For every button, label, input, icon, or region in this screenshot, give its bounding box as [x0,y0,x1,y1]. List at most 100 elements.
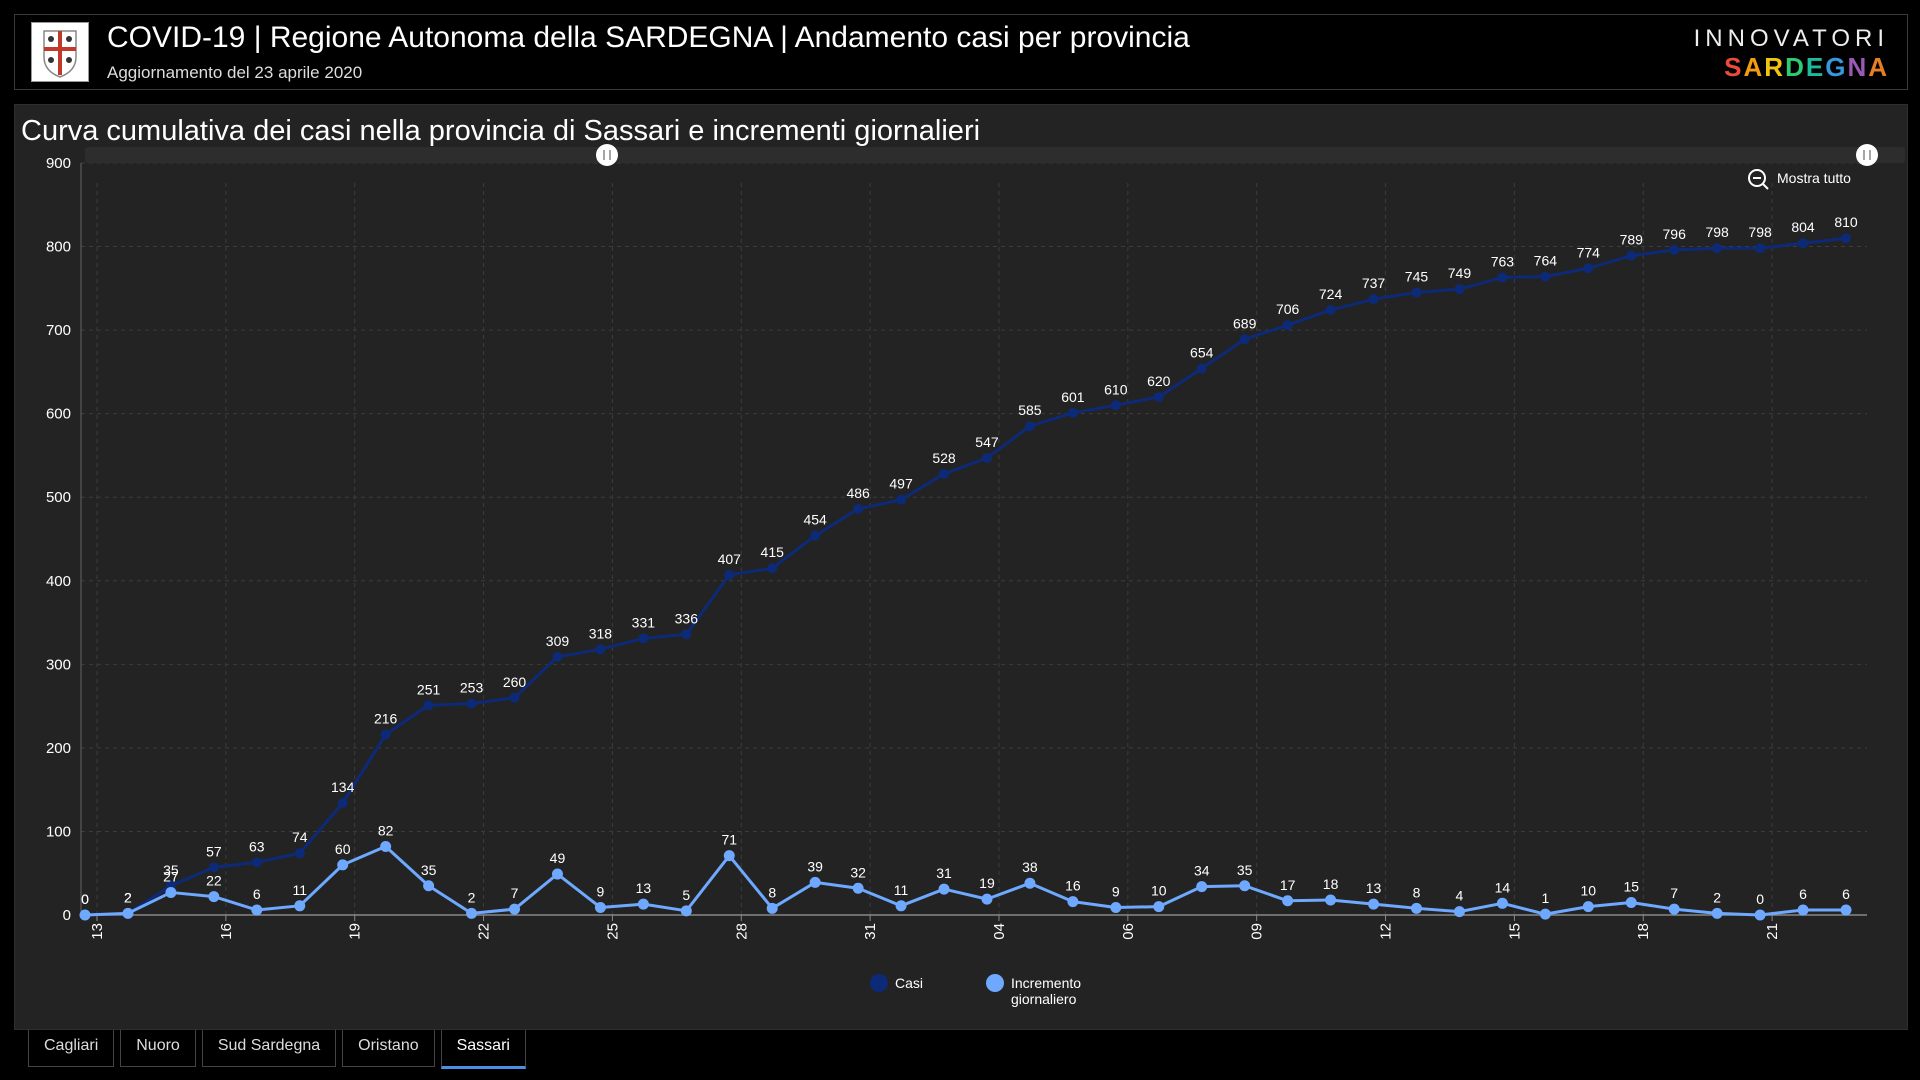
y-tick-label: 400 [46,573,71,590]
tab-sassari[interactable]: Sassari [440,1030,526,1069]
show-all-zoom-button[interactable]: Mostra tutto [1748,169,1851,190]
daily-increment-point[interactable] [1196,881,1208,893]
cumulative-cases-point[interactable] [1755,243,1766,254]
legend-item-cumulative-cases[interactable]: Casi [870,974,923,992]
daily-increment-point[interactable] [895,900,907,912]
daily-increment-point[interactable] [766,902,778,914]
daily-increment-point[interactable] [1153,901,1165,913]
cumulative-cases-point[interactable] [1153,391,1164,402]
cumulative-cases-point[interactable] [1540,271,1551,282]
cumulative-cases-point[interactable] [1024,421,1035,432]
daily-increment-point[interactable] [1282,895,1294,907]
cumulative-cases-point[interactable] [767,563,778,574]
daily-increment-point[interactable] [1453,906,1465,918]
cumulative-cases-point[interactable] [810,530,821,541]
daily-increment-point[interactable] [1368,898,1380,910]
cumulative-cases-point[interactable] [1841,233,1851,244]
range-scrollbar-track[interactable] [85,147,1905,163]
cumulative-cases-point[interactable] [1196,363,1207,374]
daily-increment-data-label: 6 [253,886,261,902]
daily-increment-point[interactable] [1496,897,1508,909]
cumulative-cases-point[interactable] [1239,334,1250,345]
daily-increment-point[interactable] [165,886,177,898]
daily-increment-data-label: 31 [936,865,952,881]
cumulative-cases-point[interactable] [552,651,563,662]
cumulative-cases-point[interactable] [1067,407,1078,418]
tab-oristano[interactable]: Oristano [342,1030,435,1067]
daily-increment-point[interactable] [337,859,349,871]
daily-increment-point[interactable] [79,909,91,921]
cumulative-cases-point[interactable] [1583,263,1594,274]
cumulative-cases-point[interactable] [638,633,649,644]
cumulative-cases-point[interactable] [1282,320,1293,331]
daily-increment-point[interactable] [594,901,606,913]
cumulative-cases-point[interactable] [1669,244,1680,255]
cumulative-cases-point[interactable] [595,644,606,655]
cumulative-cases-point[interactable] [724,569,735,580]
cumulative-cases-point[interactable] [1626,250,1637,261]
cumulative-cases-point[interactable] [1497,272,1508,283]
daily-increment-point[interactable] [981,893,993,905]
cumulative-cases-point[interactable] [1110,400,1121,411]
cumulative-cases-point[interactable] [681,629,692,640]
daily-increment-point[interactable] [466,907,478,919]
daily-increment-data-label: 9 [1112,883,1120,899]
daily-increment-point[interactable] [938,883,950,895]
daily-increment-point[interactable] [423,880,435,892]
daily-increment-point[interactable] [809,876,821,888]
daily-increment-point[interactable] [1110,901,1122,913]
tab-cagliari[interactable]: Cagliari [28,1030,115,1067]
daily-increment-point[interactable] [1539,908,1551,920]
daily-increment-point[interactable] [723,850,735,862]
daily-increment-point[interactable] [1840,904,1852,916]
daily-increment-point[interactable] [852,882,864,894]
daily-increment-point[interactable] [1410,902,1422,914]
daily-increment-point[interactable] [1067,896,1079,908]
daily-increment-point[interactable] [294,900,306,912]
cumulative-cases-point[interactable] [1325,305,1336,316]
daily-increment-point[interactable] [1711,907,1723,919]
cumulative-cases-point[interactable] [466,698,477,709]
cumulative-cases-point[interactable] [1798,238,1809,249]
daily-increment-point[interactable] [1325,894,1337,906]
cumulative-cases-point[interactable] [208,862,219,873]
daily-increment-point[interactable] [1024,877,1036,889]
cumulative-cases-point[interactable] [251,857,262,868]
cumulative-cases-point[interactable] [380,729,391,740]
daily-increment-point[interactable] [208,891,220,903]
daily-increment-point[interactable] [1625,896,1637,908]
cumulative-cases-point[interactable] [1368,294,1379,305]
y-tick-label: 600 [46,406,71,423]
cumulative-cases-point[interactable] [853,503,864,514]
daily-increment-point[interactable] [251,904,263,916]
daily-increment-point[interactable] [551,868,563,880]
daily-increment-point[interactable] [509,903,521,915]
cumulative-cases-point[interactable] [1454,284,1465,295]
daily-increment-point[interactable] [1668,903,1680,915]
cumulative-cases-point[interactable] [1712,243,1723,254]
daily-increment-point[interactable] [1797,904,1809,916]
x-tick-label: 31 [862,923,879,940]
daily-increment-point[interactable] [637,898,649,910]
range-slider-right-handle[interactable] [1856,144,1878,166]
cumulative-cases-point[interactable] [1411,287,1422,298]
daily-increment-point[interactable] [122,907,134,919]
daily-increment-data-label: 13 [636,880,652,896]
tab-nuoro[interactable]: Nuoro [120,1030,196,1067]
cumulative-cases-point[interactable] [509,692,520,703]
cumulative-cases-point[interactable] [423,700,434,711]
range-slider-left-handle[interactable] [596,144,618,166]
cumulative-cases-point[interactable] [896,494,907,505]
cumulative-cases-point[interactable] [939,468,950,479]
cumulative-cases-point[interactable] [981,452,992,463]
daily-increment-point[interactable] [380,840,392,852]
daily-increment-point[interactable] [1239,880,1251,892]
cumulative-cases-point[interactable] [337,798,348,809]
tab-sud-sardegna[interactable]: Sud Sardegna [201,1030,337,1067]
cumulative-cases-point[interactable] [294,848,305,859]
daily-increment-point[interactable] [680,905,692,917]
daily-increment-point[interactable] [1582,901,1594,913]
daily-increment-point[interactable] [1754,909,1766,921]
